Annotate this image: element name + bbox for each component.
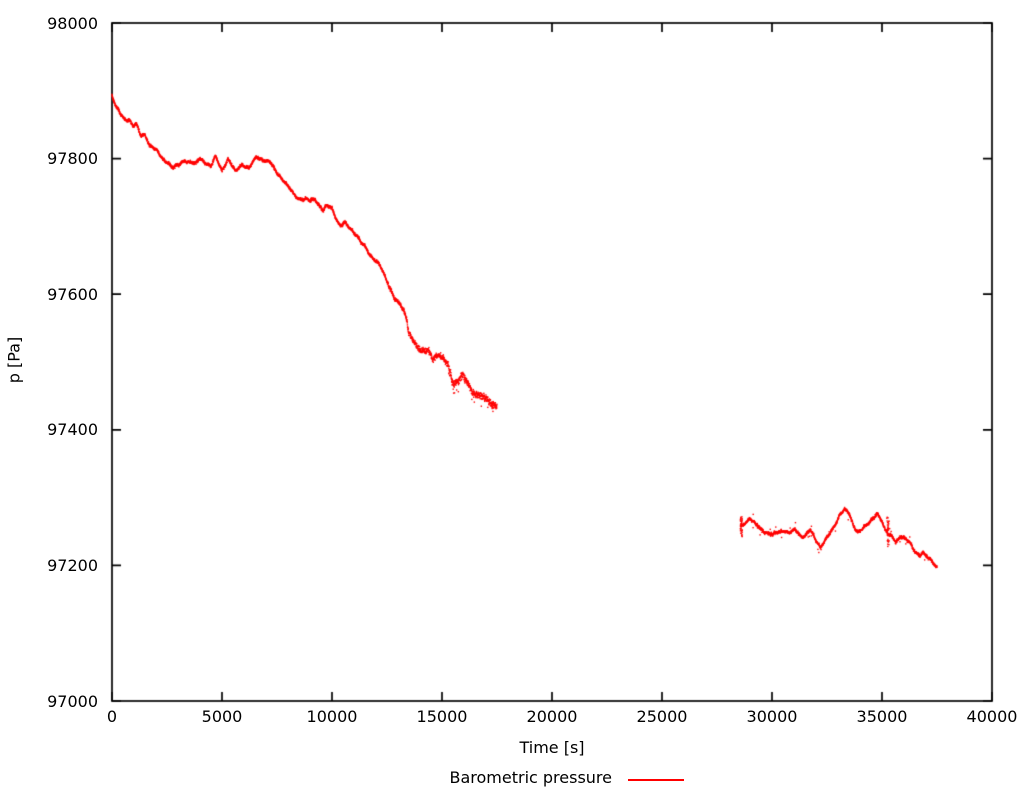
y-axis-title: p [Pa] <box>4 336 24 384</box>
x-tick-label: 20000 <box>526 707 578 726</box>
y-tick-label: 97800 <box>47 149 98 169</box>
x-axis-title: Time [s] <box>519 738 585 757</box>
y-tick-label: 97200 <box>47 555 98 575</box>
x-tick-label: 30000 <box>746 707 798 726</box>
x-tick-label: 40000 <box>966 707 1018 726</box>
x-tick-label: 0 <box>106 707 118 726</box>
y-tick-label: 98000 <box>47 13 98 33</box>
legend-line-sample <box>628 779 684 781</box>
y-tick-label: 97000 <box>47 691 98 711</box>
x-tick-label: 5000 <box>201 707 243 726</box>
y-tick-label: 97400 <box>47 420 98 440</box>
x-tick-label: 10000 <box>306 707 358 726</box>
x-tick-label: 35000 <box>856 707 908 726</box>
legend-label: Barometric pressure <box>449 768 612 787</box>
x-tick-label: 25000 <box>636 707 688 726</box>
x-tick-label: 15000 <box>416 707 468 726</box>
y-tick-label: 97600 <box>47 284 98 304</box>
